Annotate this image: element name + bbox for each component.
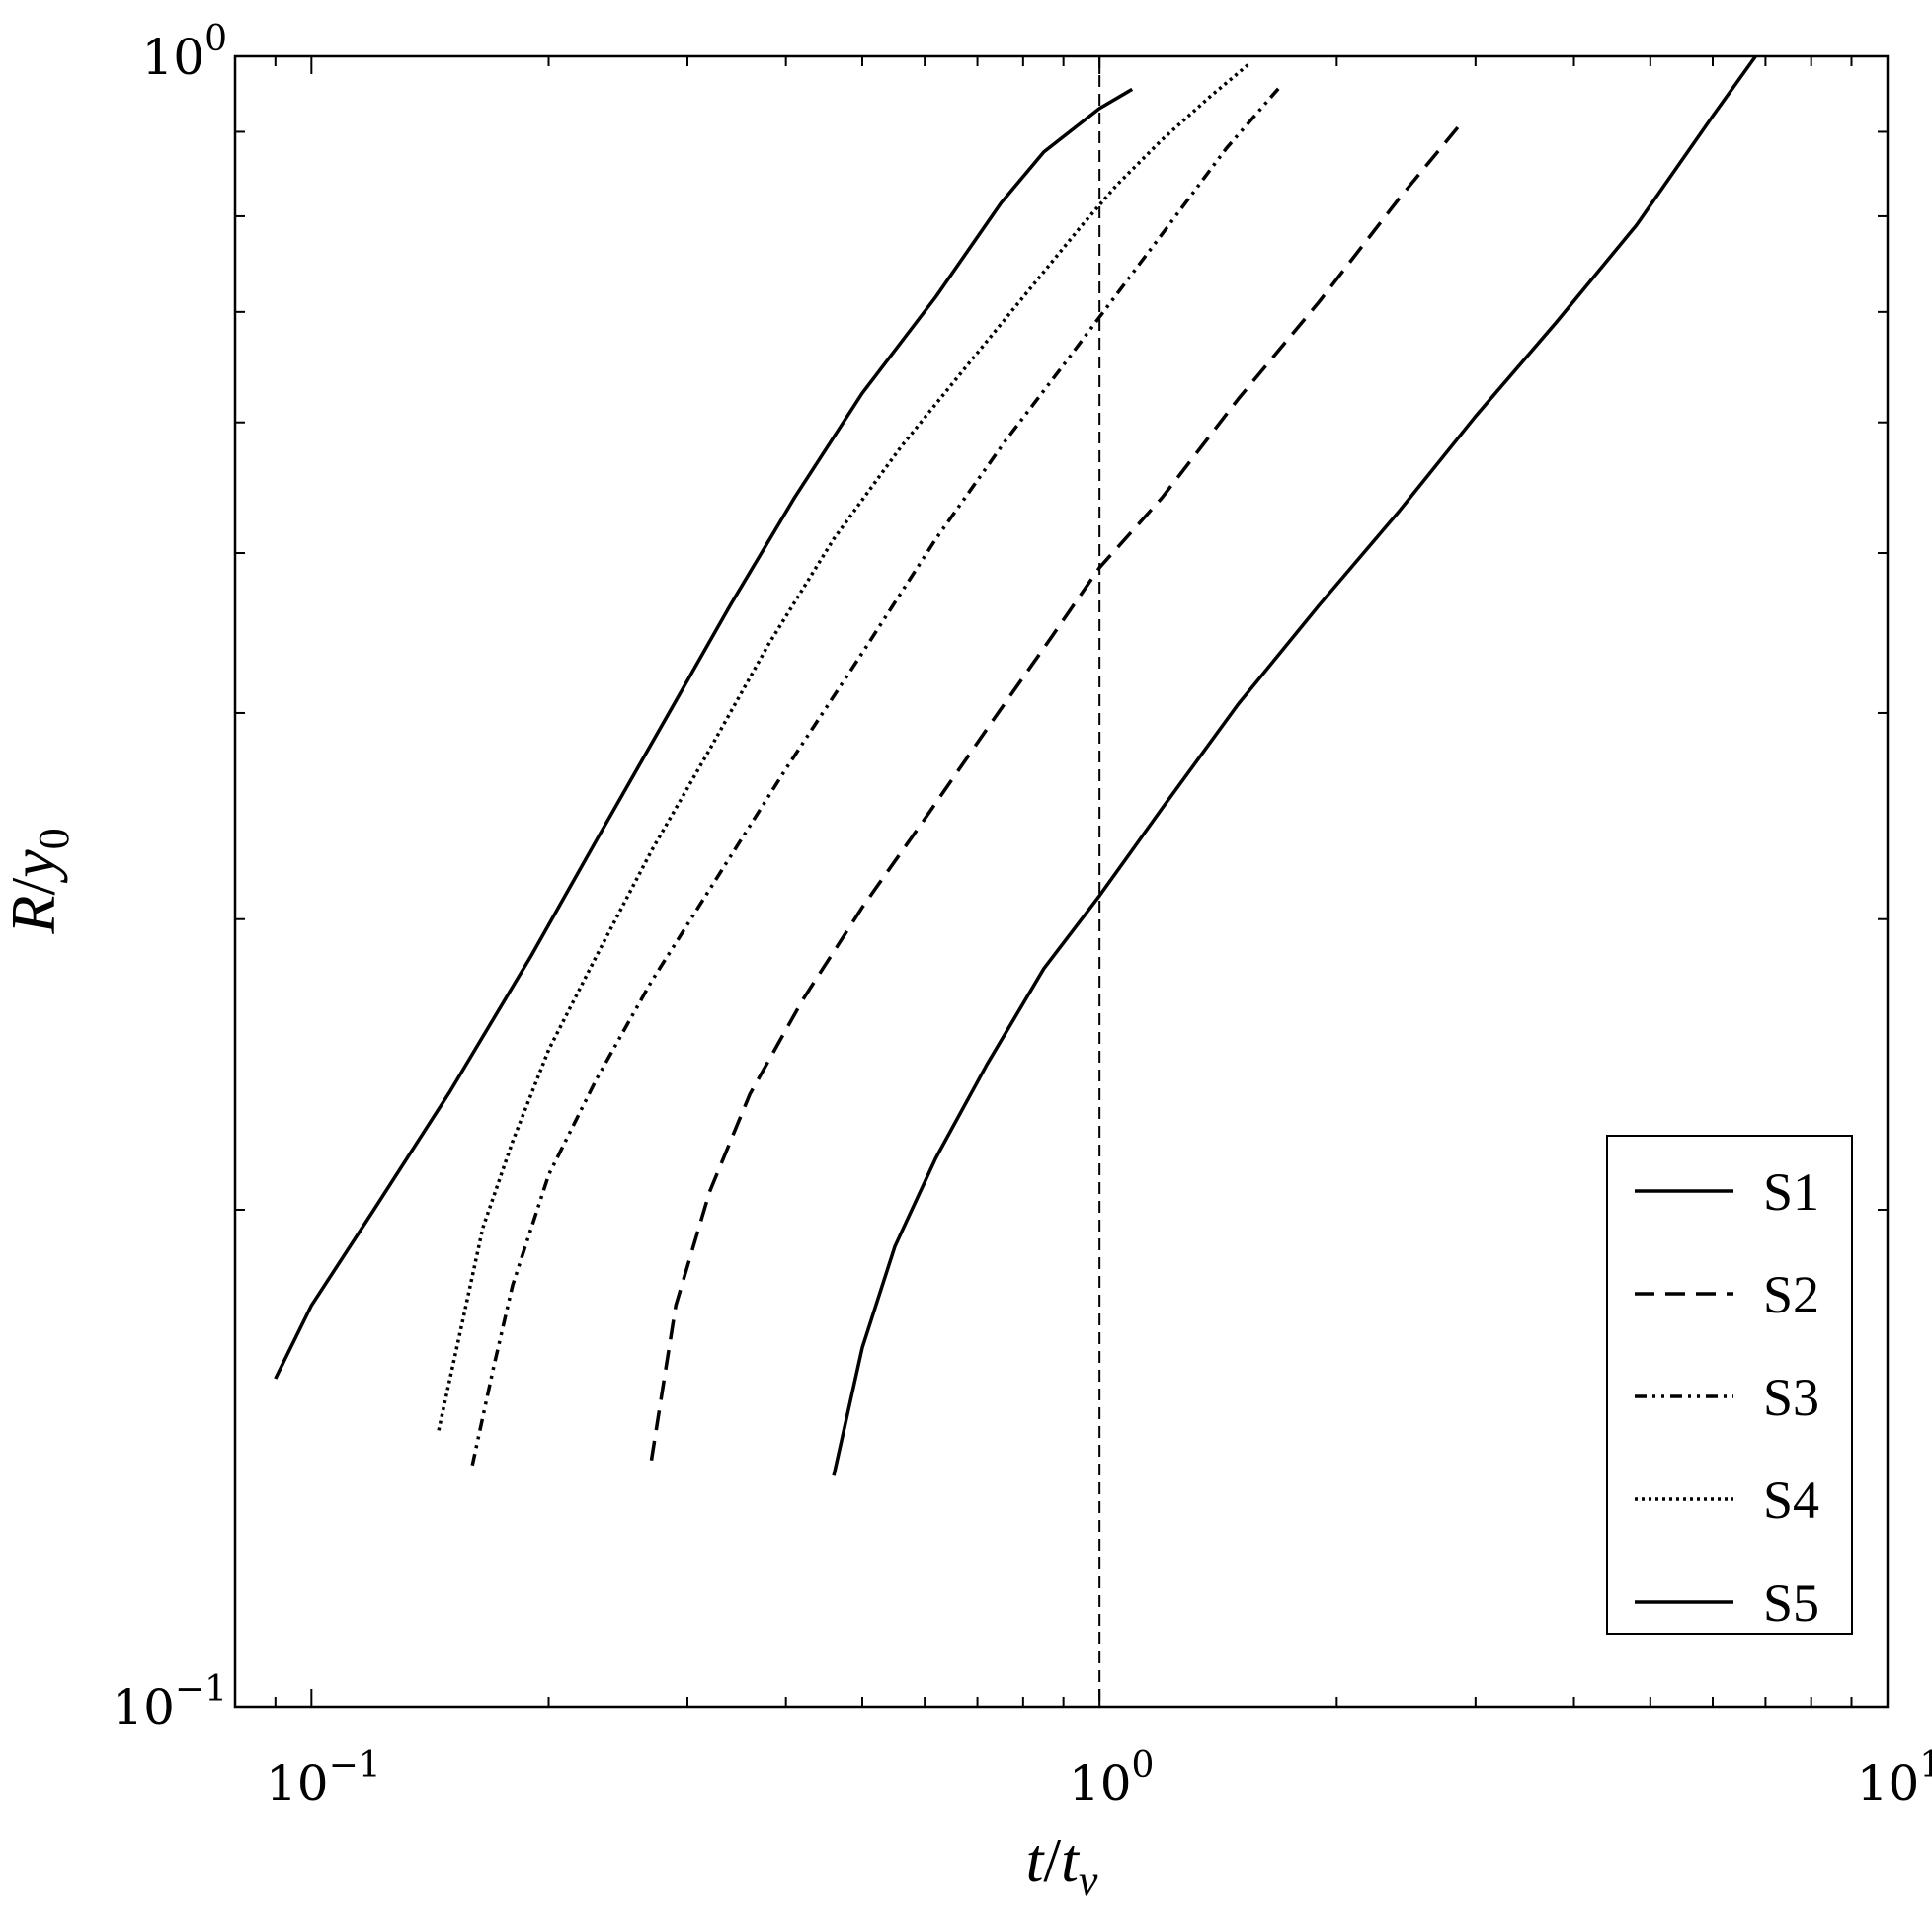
series-line-s2 [649, 119, 1466, 1461]
x-tick-label-2-exponent: 1 [1919, 1745, 1932, 1786]
x-axis-label-main: t [1026, 1825, 1046, 1895]
y-tick-label-0-base: 10 [112, 1679, 175, 1736]
x-axis-label-var: t [1061, 1825, 1081, 1895]
y-tick-label-1: 100 [141, 19, 227, 86]
series-layer [274, 54, 1757, 1476]
y-axis-label-sub: 0 [30, 828, 78, 849]
x-tick-label-1-base: 10 [1069, 1755, 1132, 1812]
series-line-s4 [437, 61, 1251, 1431]
x-tick-label-0: 10−1 [266, 1745, 381, 1812]
x-tick-label-1: 100 [1069, 1745, 1155, 1812]
x-axis-label-sep: / [1043, 1825, 1061, 1895]
x-tick-label-0-base: 10 [266, 1755, 329, 1812]
legend-label-s3: S3 [1763, 1368, 1819, 1427]
legend-label-s4: S4 [1763, 1471, 1819, 1530]
x-axis-label-sub: v [1079, 1857, 1098, 1905]
x-axis-label: t/tv [1026, 1825, 1098, 1905]
series-line-s5 [832, 54, 1757, 1476]
y-tick-label-1-base: 10 [141, 29, 204, 86]
legend-label-s1: S1 [1763, 1162, 1819, 1222]
x-tick-label-0-exponent: −1 [329, 1745, 381, 1786]
plot-frame [233, 54, 1890, 1709]
y-axis-label: R/y0 [0, 828, 78, 934]
series-line-s3 [470, 84, 1283, 1467]
legend-box [1606, 1135, 1853, 1635]
y-tick-label-0: 10−1 [112, 1669, 227, 1736]
legend: S1 S2 S3 S4 S5 [1606, 1135, 1853, 1635]
y-axis-label-var: y [0, 849, 68, 884]
x-tick-label-1-exponent: 0 [1132, 1745, 1155, 1786]
x-tick-label-2: 101 [1857, 1745, 1932, 1812]
x-tick-label-2-base: 10 [1857, 1755, 1920, 1812]
y-tick-label-1-exponent: 0 [204, 19, 227, 59]
legend-label-s5: S5 [1763, 1573, 1819, 1632]
series-line-s1 [274, 87, 1134, 1380]
y-axis-label-main: R [0, 896, 68, 935]
y-axis-label-sep: / [0, 878, 68, 896]
y-tick-label-0-exponent: −1 [175, 1669, 227, 1710]
legend-label-s2: S2 [1763, 1265, 1819, 1324]
legend-items: S1 S2 S3 S4 S5 [1635, 1162, 1819, 1632]
